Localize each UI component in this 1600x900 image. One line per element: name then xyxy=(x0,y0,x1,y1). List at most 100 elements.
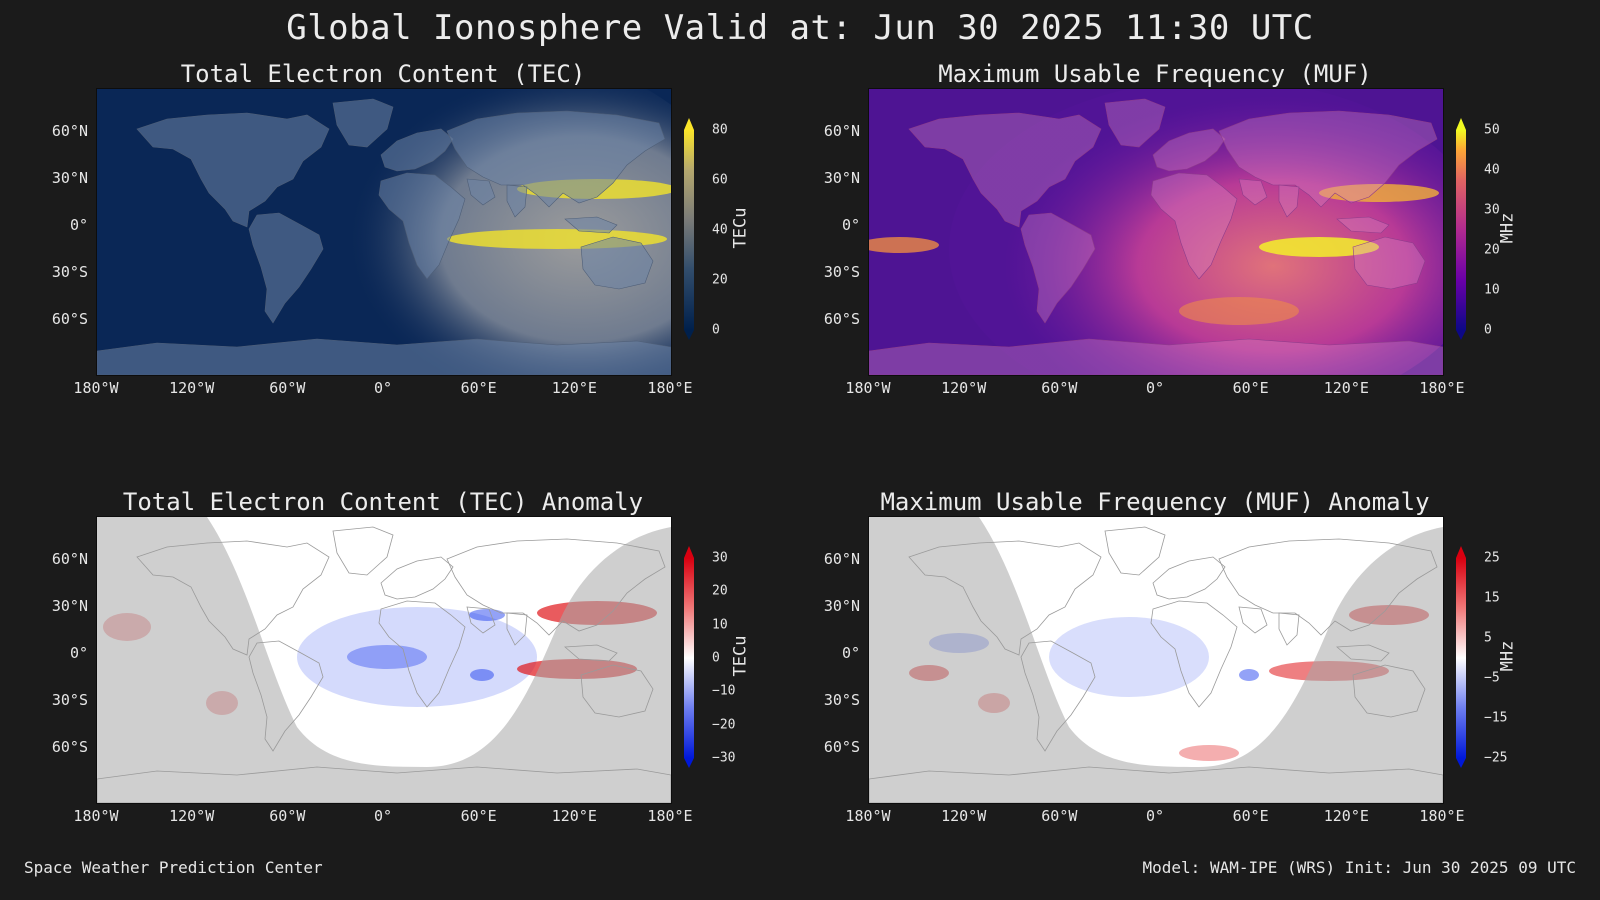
tec-anomaly-colorbar-tick: 0 xyxy=(712,650,720,666)
muf-anomaly-lon-label: 120°W xyxy=(941,807,987,825)
tec-anomaly-colorbar-tick: −20 xyxy=(712,717,736,733)
tec-lon-label: 0° xyxy=(373,379,393,397)
tec-lat-label: 30°N xyxy=(51,169,88,187)
tec-anomaly-colorbar-tick: 30 xyxy=(712,550,728,566)
tec-lat-label: 60°N xyxy=(51,122,88,140)
muf-anomaly-lon-label: 0° xyxy=(1145,807,1165,825)
muf-anomaly-panel: Maximum Usable Frequency (MUF) Anomaly xyxy=(772,488,1552,888)
tec-anomaly-lon-label: 120°E xyxy=(551,807,597,825)
muf-lon-label: 180°E xyxy=(1419,379,1465,397)
tec-lon-label: 180°W xyxy=(73,379,119,397)
tec-panel-title: Total Electron Content (TEC) xyxy=(180,60,586,88)
muf-colorbar: 50 40 30 20 10 0 MHz xyxy=(1456,118,1517,340)
tec-lat-label: 0° xyxy=(69,216,88,234)
muf-anomaly-colorbar-tick: 25 xyxy=(1484,550,1500,566)
tec-colorbar-gradient xyxy=(684,118,694,340)
tec-anomaly-lat-label: 60°S xyxy=(51,738,88,756)
muf-anomaly-negative-region xyxy=(1049,617,1209,697)
muf-anomaly-colorbar-tick: −15 xyxy=(1484,710,1508,726)
muf-anomaly-lon-label: 120°E xyxy=(1323,807,1369,825)
tec-colorbar-tick: 80 xyxy=(712,122,728,138)
muf-lat-label: 60°N xyxy=(823,122,860,140)
tec-anomaly-lat-label: 30°S xyxy=(51,691,88,709)
muf-anomaly-colorbar: 25 15 5 −5 −15 −25 MHz xyxy=(1456,546,1517,768)
muf-lat-label: 0° xyxy=(841,216,860,234)
muf-map xyxy=(868,88,1444,376)
tec-anomaly-lon-label: 0° xyxy=(373,807,393,825)
tec-anomaly-lon-label: 60°W xyxy=(269,807,306,825)
tec-lon-label: 180°E xyxy=(647,379,693,397)
muf-anomaly-colorbar-tick: −25 xyxy=(1484,750,1508,766)
muf-lat-label: 60°S xyxy=(823,310,860,328)
footer-credit: Space Weather Prediction Center xyxy=(24,858,323,877)
tec-panel: Total Electron Content (TEC) xyxy=(0,60,780,460)
tec-lon-label: 120°E xyxy=(551,379,597,397)
tec-colorbar-tick: 20 xyxy=(712,272,728,288)
tec-lon-label: 60°E xyxy=(460,379,497,397)
muf-anomaly-lon-label: 180°E xyxy=(1419,807,1465,825)
tec-anomaly-lon-label: 180°W xyxy=(73,807,119,825)
tec-anomaly-colorbar-tick: −30 xyxy=(712,750,736,766)
muf-anomaly-colorbar-tick: −5 xyxy=(1484,670,1500,686)
tec-anomaly-lat-label: 60°N xyxy=(51,550,88,568)
muf-lon-label: 120°E xyxy=(1323,379,1369,397)
tec-lat-label: 60°S xyxy=(51,310,88,328)
muf-colorbar-tick: 50 xyxy=(1484,122,1500,138)
tec-anomaly-lon-label: 60°E xyxy=(460,807,497,825)
muf-lon-label: 0° xyxy=(1145,379,1165,397)
muf-anomaly-colorbar-tick: 15 xyxy=(1484,590,1500,606)
tec-anomaly-panel: Total Electron Content (TEC) Anomaly xyxy=(0,488,780,888)
muf-anomaly-lat-label: 30°N xyxy=(823,597,860,615)
muf-anomaly-lat-label: 60°S xyxy=(823,738,860,756)
muf-anomaly-colorbar-label: MHz xyxy=(1497,640,1518,672)
muf-anomaly-map xyxy=(868,516,1444,804)
tec-anomaly-lon-label: 120°W xyxy=(169,807,215,825)
tec-lat-label: 30°S xyxy=(51,263,88,281)
muf-panel: Maximum Usable Frequency (MUF) xyxy=(772,60,1552,460)
muf-peak xyxy=(1259,237,1379,257)
tec-colorbar: 80 60 40 20 0 TECu xyxy=(684,118,750,340)
tec-anomaly-colorbar-tick: −10 xyxy=(712,683,736,699)
muf-anomaly-night-shading xyxy=(869,517,1443,803)
muf-anomaly-colorbar-gradient xyxy=(1456,546,1466,768)
muf-lat-label: 30°N xyxy=(823,169,860,187)
tec-colorbar-tick: 60 xyxy=(712,172,728,188)
tec-anomaly-night-shading xyxy=(97,517,671,803)
footer-model-info: Model: WAM-IPE (WRS) Init: Jun 30 2025 0… xyxy=(1142,858,1576,877)
tec-colorbar-tick: 0 xyxy=(712,322,720,338)
tec-lon-label: 120°W xyxy=(169,379,215,397)
muf-anomaly-colorbar-tick: 5 xyxy=(1484,630,1492,646)
muf-anomaly-lon-label: 60°W xyxy=(1041,807,1078,825)
tec-map xyxy=(96,88,672,376)
muf-anomaly-lat-label: 30°S xyxy=(823,691,860,709)
tec-anomaly-colorbar-gradient xyxy=(684,546,694,768)
tec-anomaly-map xyxy=(96,516,672,804)
muf-anomaly-lat-label: 0° xyxy=(841,644,860,662)
muf-anomaly-panel-title: Maximum Usable Frequency (MUF) Anomaly xyxy=(880,488,1430,516)
tec-anomaly-lon-label: 180°E xyxy=(647,807,693,825)
muf-anomaly-lon-label: 180°W xyxy=(845,807,891,825)
tec-colorbar-tick: 40 xyxy=(712,222,728,238)
muf-colorbar-tick: 0 xyxy=(1484,322,1492,338)
muf-colorbar-tick: 10 xyxy=(1484,282,1500,298)
muf-colorbar-tick: 40 xyxy=(1484,162,1500,178)
tec-anomaly-colorbar-label: TECu xyxy=(730,635,751,677)
tec-anomaly-negative-region xyxy=(297,607,537,707)
tec-anomaly-colorbar: 30 20 10 0 −10 −20 −30 TECu xyxy=(684,546,750,768)
page-title: Global Ionosphere Valid at: Jun 30 2025 … xyxy=(286,8,1314,48)
muf-colorbar-label: MHz xyxy=(1497,212,1518,244)
tec-anomaly-lat-label: 0° xyxy=(69,644,88,662)
muf-lon-label: 60°W xyxy=(1041,379,1078,397)
muf-anomaly-lat-label: 60°N xyxy=(823,550,860,568)
muf-lon-label: 60°E xyxy=(1232,379,1269,397)
tec-lon-label: 60°W xyxy=(269,379,306,397)
tec-anomaly-colorbar-tick: 10 xyxy=(712,617,728,633)
tec-anomaly-colorbar-tick: 20 xyxy=(712,583,728,599)
muf-panel-title: Maximum Usable Frequency (MUF) xyxy=(938,60,1372,88)
tec-anomaly-panel-title: Total Electron Content (TEC) Anomaly xyxy=(122,488,644,516)
muf-lon-label: 180°W xyxy=(845,379,891,397)
muf-lon-label: 120°W xyxy=(941,379,987,397)
tec-anomaly-lat-label: 30°N xyxy=(51,597,88,615)
muf-colorbar-gradient xyxy=(1456,118,1466,340)
tec-colorbar-label: TECu xyxy=(730,207,751,249)
